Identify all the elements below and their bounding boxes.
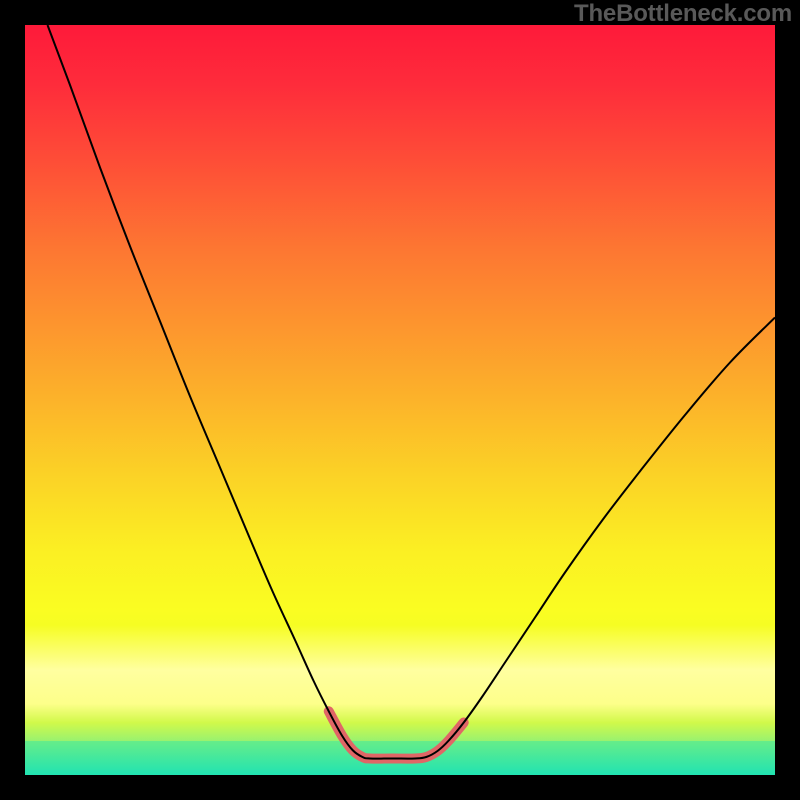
gradient-background [25, 25, 775, 775]
watermark-text: TheBottleneck.com [574, 0, 792, 28]
chart-frame: TheBottleneck.com [0, 0, 800, 800]
plot-area [25, 25, 775, 775]
green-band [25, 741, 775, 775]
